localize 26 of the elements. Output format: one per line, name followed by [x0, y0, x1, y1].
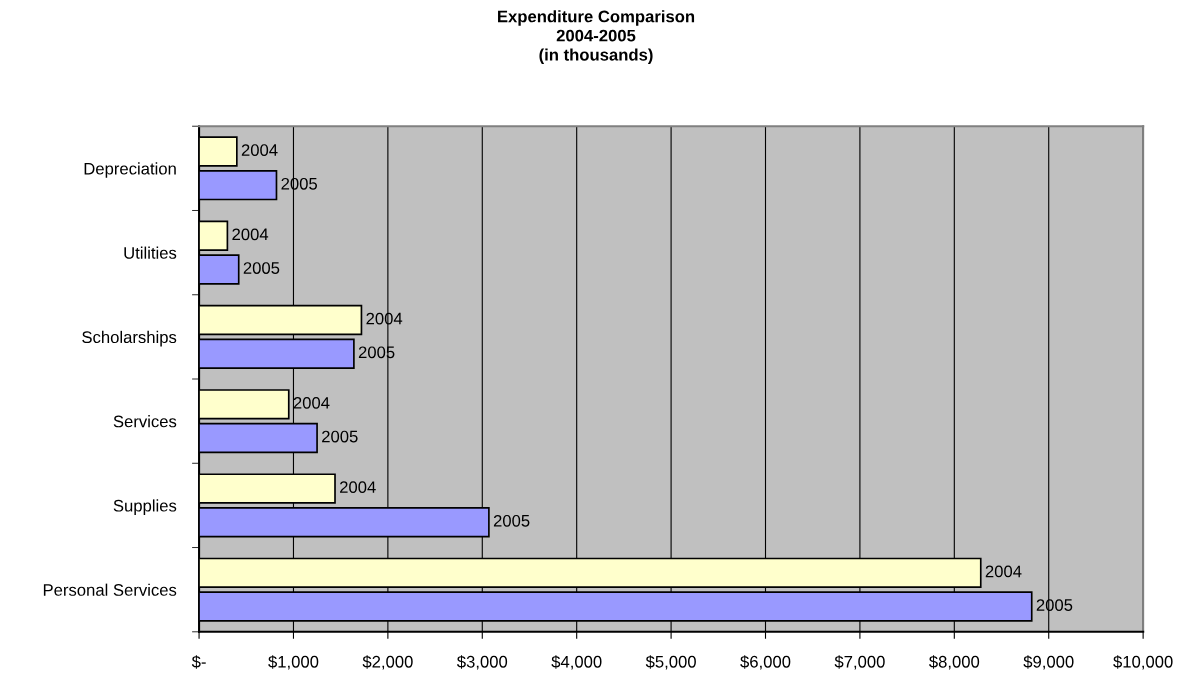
x-tick-label: $- [191, 655, 206, 669]
x-tick-label: $9,000 [1023, 655, 1074, 670]
x-tick-label: $4,000 [551, 655, 602, 670]
x-tick-label: $1,000 [268, 655, 319, 670]
series-label: 2004 [241, 144, 278, 156]
text: 2004 [232, 228, 269, 241]
text: 2005 [322, 430, 358, 443]
y-tick-label: Personal Services [43, 583, 177, 596]
text: 2005 [243, 262, 280, 274]
text: 2004 [985, 565, 1022, 578]
y-tick-label: Depreciation [84, 162, 176, 178]
y-tick-label: Scholarships [82, 330, 177, 347]
x-tick-label: $2,000 [362, 655, 413, 670]
x-tick-label: $8,000 [929, 655, 980, 670]
y-tick-label: Utilities [124, 246, 177, 259]
x-tick-label: $6,000 [740, 655, 791, 670]
x-tick-label: $5,000 [645, 655, 696, 670]
text: 2004 [293, 396, 330, 409]
x-tick-label: $3,000 [456, 655, 508, 670]
chart-title: Expenditure Comparison 2004-2005 (in thousands) [498, 10, 695, 64]
y-tick-label: Supplies [113, 499, 177, 515]
y-tick-label: Services [113, 415, 177, 428]
x-tick-label: $7,000 [834, 655, 885, 670]
x-tick-label: $10,000 [1113, 655, 1173, 670]
text: 2004 [340, 481, 376, 494]
text: 2005 [493, 514, 530, 527]
